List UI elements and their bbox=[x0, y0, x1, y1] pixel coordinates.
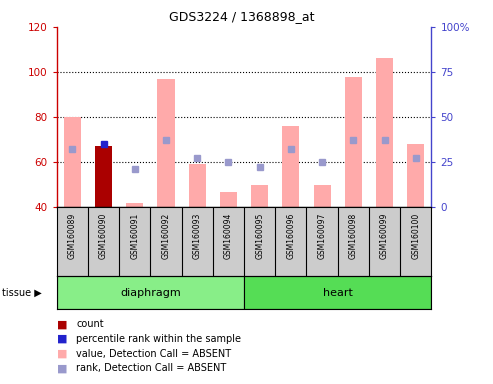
Bar bbox=[314, 185, 331, 207]
Text: GSM160091: GSM160091 bbox=[130, 213, 139, 259]
Text: GSM160099: GSM160099 bbox=[380, 213, 389, 259]
Text: rank, Detection Call = ABSENT: rank, Detection Call = ABSENT bbox=[76, 363, 227, 373]
Text: count: count bbox=[76, 319, 104, 329]
Text: GSM160095: GSM160095 bbox=[255, 213, 264, 259]
Bar bbox=[64, 117, 81, 207]
Bar bbox=[126, 203, 143, 207]
Bar bbox=[282, 126, 299, 207]
Text: GSM160092: GSM160092 bbox=[162, 213, 171, 259]
Text: ■: ■ bbox=[57, 334, 67, 344]
Text: heart: heart bbox=[323, 288, 352, 298]
Text: GSM160097: GSM160097 bbox=[317, 213, 326, 259]
Text: GSM160089: GSM160089 bbox=[68, 213, 77, 259]
Text: GSM160100: GSM160100 bbox=[411, 213, 420, 259]
Bar bbox=[157, 79, 175, 207]
Bar bbox=[189, 164, 206, 207]
Text: GDS3224 / 1368898_at: GDS3224 / 1368898_at bbox=[169, 10, 315, 23]
Text: diaphragm: diaphragm bbox=[120, 288, 181, 298]
Bar bbox=[376, 58, 393, 207]
Bar bbox=[345, 76, 362, 207]
Bar bbox=[95, 146, 112, 207]
Bar bbox=[407, 144, 424, 207]
Text: GSM160098: GSM160098 bbox=[349, 213, 358, 259]
Text: ■: ■ bbox=[57, 363, 67, 373]
Text: GSM160096: GSM160096 bbox=[286, 213, 295, 259]
Bar bbox=[244, 276, 431, 309]
Text: GSM160090: GSM160090 bbox=[99, 213, 108, 259]
Bar bbox=[57, 276, 244, 309]
Text: ■: ■ bbox=[57, 349, 67, 359]
Bar bbox=[220, 192, 237, 207]
Text: GSM160094: GSM160094 bbox=[224, 213, 233, 259]
Text: tissue ▶: tissue ▶ bbox=[2, 288, 42, 298]
Text: GSM160093: GSM160093 bbox=[193, 213, 202, 259]
Text: ■: ■ bbox=[57, 319, 67, 329]
Text: value, Detection Call = ABSENT: value, Detection Call = ABSENT bbox=[76, 349, 232, 359]
Text: percentile rank within the sample: percentile rank within the sample bbox=[76, 334, 242, 344]
Bar bbox=[251, 185, 268, 207]
